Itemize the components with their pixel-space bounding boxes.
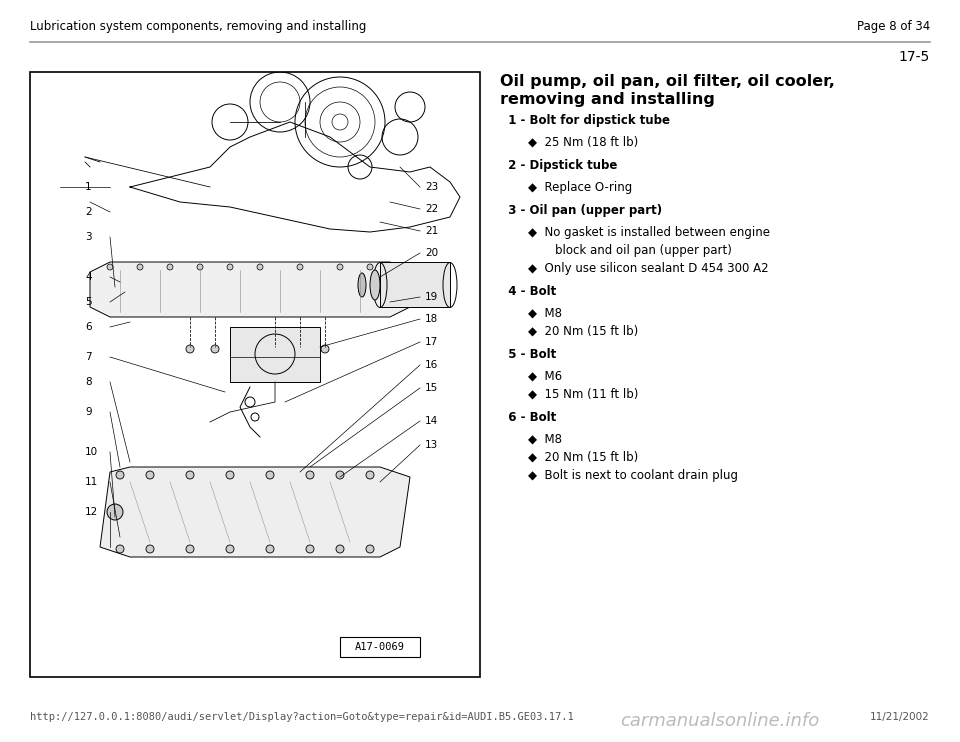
Text: 10: 10 <box>85 447 98 457</box>
Circle shape <box>337 264 343 270</box>
Circle shape <box>167 264 173 270</box>
Text: http://127.0.0.1:8080/audi/servlet/Display?action=Goto&type=repair&id=AUDI.B5.GE: http://127.0.0.1:8080/audi/servlet/Displ… <box>30 712 574 722</box>
Text: 17-5: 17-5 <box>899 50 930 64</box>
Circle shape <box>226 471 234 479</box>
Text: ◆  25 Nm (18 ft lb): ◆ 25 Nm (18 ft lb) <box>528 136 638 149</box>
Text: ◆  Replace O-ring: ◆ Replace O-ring <box>528 181 633 194</box>
Text: 18: 18 <box>425 314 439 324</box>
Text: 5 - Bolt: 5 - Bolt <box>500 348 556 361</box>
Text: 5: 5 <box>85 297 91 307</box>
Text: 21: 21 <box>425 226 439 236</box>
Bar <box>340 637 420 657</box>
Text: A17-0069: A17-0069 <box>355 642 405 652</box>
Circle shape <box>146 545 154 553</box>
Circle shape <box>336 545 344 553</box>
Bar <box>230 327 320 382</box>
Circle shape <box>321 345 329 353</box>
Text: 3 - Oil pan (upper part): 3 - Oil pan (upper part) <box>500 204 662 217</box>
Text: block and oil pan (upper part): block and oil pan (upper part) <box>555 244 732 257</box>
Text: ◆  Bolt is next to coolant drain plug: ◆ Bolt is next to coolant drain plug <box>528 469 738 482</box>
Circle shape <box>266 471 274 479</box>
Text: 17: 17 <box>425 337 439 347</box>
Ellipse shape <box>370 270 380 300</box>
Text: 15: 15 <box>425 383 439 393</box>
Text: 22: 22 <box>425 204 439 214</box>
Text: 9: 9 <box>85 407 91 417</box>
Text: 2 - Dipstick tube: 2 - Dipstick tube <box>500 159 617 172</box>
Text: 2: 2 <box>85 207 91 217</box>
Circle shape <box>257 264 263 270</box>
Circle shape <box>366 471 374 479</box>
Text: carmanualsonline.info: carmanualsonline.info <box>620 712 820 730</box>
Polygon shape <box>90 262 410 317</box>
Text: 1: 1 <box>85 182 91 192</box>
Circle shape <box>186 471 194 479</box>
Text: 11/21/2002: 11/21/2002 <box>871 712 930 722</box>
Circle shape <box>227 264 233 270</box>
Circle shape <box>271 345 279 353</box>
Text: 6: 6 <box>85 322 91 332</box>
Circle shape <box>226 545 234 553</box>
Text: 4: 4 <box>85 272 91 282</box>
Circle shape <box>297 264 303 270</box>
Text: ◆  M8: ◆ M8 <box>528 433 562 446</box>
Circle shape <box>186 545 194 553</box>
Text: ◆  M6: ◆ M6 <box>528 370 563 383</box>
Bar <box>380 262 450 307</box>
Text: ◆  Only use silicon sealant D 454 300 A2: ◆ Only use silicon sealant D 454 300 A2 <box>528 262 769 275</box>
Text: removing and installing: removing and installing <box>500 92 715 107</box>
Text: ◆  20 Nm (15 ft lb): ◆ 20 Nm (15 ft lb) <box>528 451 638 464</box>
Bar <box>30 72 480 677</box>
Circle shape <box>107 264 113 270</box>
Circle shape <box>146 471 154 479</box>
Text: 13: 13 <box>425 440 439 450</box>
Text: Lubrication system components, removing and installing: Lubrication system components, removing … <box>30 20 367 33</box>
Circle shape <box>197 264 203 270</box>
Circle shape <box>306 471 314 479</box>
Text: 19: 19 <box>425 292 439 302</box>
Text: 1 - Bolt for dipstick tube: 1 - Bolt for dipstick tube <box>500 114 670 127</box>
Circle shape <box>266 545 274 553</box>
Text: 16: 16 <box>425 360 439 370</box>
Text: 6 - Bolt: 6 - Bolt <box>500 411 556 424</box>
Text: 14: 14 <box>425 416 439 426</box>
Text: 23: 23 <box>425 182 439 192</box>
Circle shape <box>306 545 314 553</box>
Text: 11: 11 <box>85 477 98 487</box>
Text: 4 - Bolt: 4 - Bolt <box>500 285 556 298</box>
Polygon shape <box>100 467 410 557</box>
Circle shape <box>336 471 344 479</box>
Text: 7: 7 <box>85 352 91 362</box>
Circle shape <box>186 345 194 353</box>
Text: 12: 12 <box>85 507 98 517</box>
Circle shape <box>387 264 393 270</box>
Circle shape <box>107 504 123 520</box>
Ellipse shape <box>358 273 366 297</box>
Text: ◆  M8: ◆ M8 <box>528 307 562 320</box>
Text: ◆  15 Nm (11 ft lb): ◆ 15 Nm (11 ft lb) <box>528 388 638 401</box>
Circle shape <box>296 345 304 353</box>
Text: Page 8 of 34: Page 8 of 34 <box>856 20 930 33</box>
Text: 20: 20 <box>425 248 438 258</box>
Circle shape <box>137 264 143 270</box>
Text: ◆  No gasket is installed between engine: ◆ No gasket is installed between engine <box>528 226 770 239</box>
Circle shape <box>367 264 373 270</box>
Circle shape <box>211 345 219 353</box>
Text: 8: 8 <box>85 377 91 387</box>
Text: Oil pump, oil pan, oil filter, oil cooler,: Oil pump, oil pan, oil filter, oil coole… <box>500 74 835 89</box>
Circle shape <box>116 471 124 479</box>
Circle shape <box>116 545 124 553</box>
Circle shape <box>366 545 374 553</box>
Text: ◆  20 Nm (15 ft lb): ◆ 20 Nm (15 ft lb) <box>528 325 638 338</box>
Text: 3: 3 <box>85 232 91 242</box>
